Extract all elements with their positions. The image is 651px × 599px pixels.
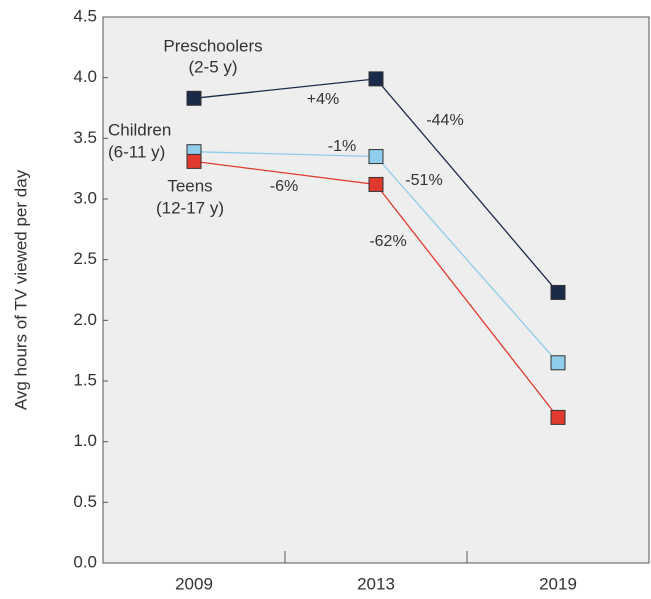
marker — [550, 409, 566, 425]
annotation: -62% — [369, 233, 406, 250]
annotation: -1% — [328, 138, 356, 155]
marker — [186, 153, 202, 169]
x-tick-label: 2019 — [539, 574, 577, 593]
y-tick-label: 2.5 — [73, 249, 97, 268]
series-label: Teens — [167, 176, 212, 195]
y-tick-label: 3.0 — [73, 188, 97, 207]
y-tick-label: 2.0 — [73, 310, 97, 329]
series-label: Preschoolers — [163, 36, 262, 55]
annotation: -44% — [426, 112, 463, 129]
plot-area — [102, 16, 650, 564]
series-label: Children — [108, 120, 171, 139]
marker — [368, 149, 384, 165]
annotation: -51% — [405, 172, 442, 189]
series-sublabel: (2-5 y) — [188, 57, 237, 76]
y-tick-label: 3.5 — [73, 128, 97, 147]
y-tick-label: 0.0 — [73, 552, 97, 571]
annotation: +4% — [307, 91, 339, 108]
x-tick-label: 2013 — [357, 574, 395, 593]
marker — [368, 71, 384, 87]
annotation: -6% — [270, 178, 298, 195]
y-tick-label: 4.5 — [73, 6, 97, 25]
y-tick-label: 1.5 — [73, 370, 97, 389]
y-tick-label: 1.0 — [73, 431, 97, 450]
marker — [186, 90, 202, 106]
series-sublabel: (6-11 y) — [108, 142, 165, 161]
marker — [550, 355, 566, 371]
marker — [368, 176, 384, 192]
y-tick-label: 4.0 — [73, 67, 97, 86]
x-tick-label: 2009 — [175, 574, 213, 593]
y-tick-label: 0.5 — [73, 492, 97, 511]
marker — [550, 284, 566, 300]
series-sublabel: (12-17 y) — [156, 198, 224, 217]
y-axis-label: Avg hours of TV viewed per day — [11, 169, 30, 410]
